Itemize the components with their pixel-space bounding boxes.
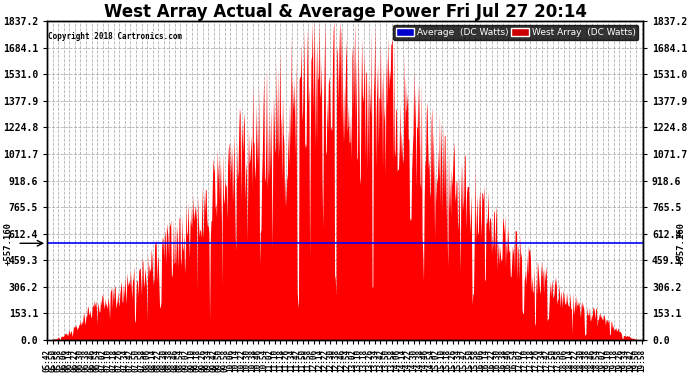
Text: Copyright 2018 Cartronics.com: Copyright 2018 Cartronics.com bbox=[48, 32, 182, 41]
Text: +557.160: +557.160 bbox=[4, 222, 13, 265]
Legend: Average  (DC Watts), West Array  (DC Watts): Average (DC Watts), West Array (DC Watts… bbox=[393, 26, 638, 40]
Text: +557.160: +557.160 bbox=[677, 222, 686, 265]
Title: West Array Actual & Average Power Fri Jul 27 20:14: West Array Actual & Average Power Fri Ju… bbox=[104, 3, 586, 21]
